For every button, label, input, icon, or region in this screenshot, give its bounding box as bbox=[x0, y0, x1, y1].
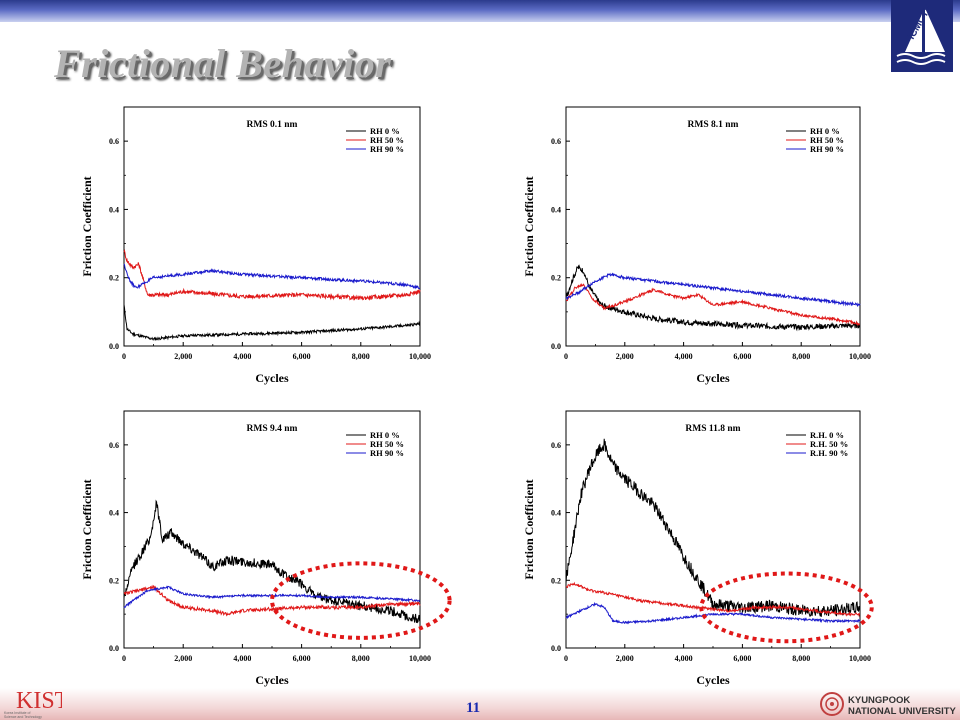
kist-logo-text: KIST bbox=[16, 688, 62, 714]
highlight-ellipse bbox=[699, 571, 874, 644]
knu-line-2: NATIONAL UNIVERSITY bbox=[848, 706, 956, 717]
chart-title: RMS 8.1 nm bbox=[688, 120, 739, 130]
legend-label: RH 90 % bbox=[370, 448, 404, 458]
y-tick-label: 0.2 bbox=[109, 576, 119, 585]
y-tick-label: 0.4 bbox=[551, 509, 561, 518]
x-tick-label: 2,000 bbox=[174, 654, 192, 663]
x-tick-label: 6,000 bbox=[733, 654, 751, 663]
x-axis-label: Cycles bbox=[696, 371, 730, 385]
y-tick-label: 0.4 bbox=[551, 205, 561, 214]
x-tick-label: 6,000 bbox=[733, 352, 751, 361]
x-tick-label: 10,000 bbox=[849, 352, 871, 361]
series-line-1 bbox=[565, 264, 861, 332]
chart-3: 0.0 0.2 0.4 0.6 0 2,000 4,000 6,000 8,000 10,000 C… bbox=[80, 410, 452, 687]
x-tick-label: 0 bbox=[122, 654, 126, 663]
x-tick-label: 10,000 bbox=[409, 654, 431, 663]
kist-sub-2: Science and Technology bbox=[4, 715, 42, 719]
legend-label: RH 90 % bbox=[370, 144, 404, 154]
legend-label: RH 50 % bbox=[370, 135, 404, 145]
y-tick-label: 0.0 bbox=[551, 644, 561, 653]
x-tick-label: 2,000 bbox=[616, 352, 634, 361]
x-axis-label: Cycles bbox=[255, 673, 289, 687]
legend-label: R.H. 0 % bbox=[810, 430, 844, 440]
chart-1: 0.0 0.2 0.4 0.6 0 2,000 4,000 6,000 8,000 10,000 C… bbox=[80, 106, 431, 385]
x-tick-label: 10,000 bbox=[409, 352, 431, 361]
series-line-3 bbox=[565, 272, 861, 307]
highlight-ellipse bbox=[270, 561, 452, 640]
x-tick-label: 4,000 bbox=[233, 654, 251, 663]
x-tick-label: 4,000 bbox=[233, 352, 251, 361]
legend-label: R.H. 50 % bbox=[810, 439, 848, 449]
series-line-2 bbox=[123, 584, 421, 617]
x-tick-label: 6,000 bbox=[293, 654, 311, 663]
legend-label: RH 0 % bbox=[370, 430, 400, 440]
chart-2: 0.0 0.2 0.4 0.6 0 2,000 4,000 6,000 8,000 10,000 C… bbox=[522, 106, 871, 385]
bottom-banner bbox=[0, 688, 960, 720]
chart-title: RMS 0.1 nm bbox=[247, 120, 298, 130]
legend-label: RH 50 % bbox=[810, 135, 844, 145]
x-tick-label: 2,000 bbox=[174, 352, 192, 361]
legend-label: RH 0 % bbox=[370, 126, 400, 136]
x-tick-label: 8,000 bbox=[792, 352, 810, 361]
x-tick-label: 8,000 bbox=[352, 352, 370, 361]
y-axis-label: Friction Coefficient bbox=[80, 176, 94, 276]
x-tick-label: 4,000 bbox=[675, 654, 693, 663]
y-tick-label: 0.0 bbox=[109, 644, 119, 653]
x-tick-label: 8,000 bbox=[352, 654, 370, 663]
x-tick-label: 2,000 bbox=[616, 654, 634, 663]
chart-title: RMS 11.8 nm bbox=[685, 424, 740, 434]
y-axis-label: Friction Coefficient bbox=[522, 479, 536, 579]
x-axis-label: Cycles bbox=[696, 673, 730, 687]
legend-label: RH 50 % bbox=[370, 439, 404, 449]
y-tick-label: 0.6 bbox=[109, 441, 119, 450]
legend-label: R.H. 90 % bbox=[810, 448, 848, 458]
knu-wordmark: KYUNGPOOK NATIONAL UNIVERSITY bbox=[848, 695, 956, 717]
series-line-3 bbox=[123, 263, 421, 290]
x-tick-label: 4,000 bbox=[675, 352, 693, 361]
y-tick-label: 0.0 bbox=[551, 342, 561, 351]
x-tick-label: 10,000 bbox=[849, 654, 871, 663]
y-axis-label: Friction Coefficient bbox=[522, 176, 536, 276]
kist-logo-icon: KIST Korea Institute of Science and Tech… bbox=[4, 688, 62, 719]
x-tick-label: 0 bbox=[122, 352, 126, 361]
chart-title: RMS 9.4 nm bbox=[247, 424, 298, 434]
y-tick-label: 0.2 bbox=[109, 274, 119, 283]
y-tick-label: 0.4 bbox=[109, 205, 119, 214]
y-tick-label: 0.0 bbox=[109, 342, 119, 351]
y-tick-label: 0.2 bbox=[551, 274, 561, 283]
series-line-1 bbox=[123, 499, 421, 624]
slide-title: Frictional Behavior bbox=[54, 41, 392, 86]
y-tick-label: 0.4 bbox=[109, 509, 119, 518]
knu-line-1: KYUNGPOOK bbox=[848, 695, 911, 706]
series-line-3 bbox=[565, 601, 861, 625]
series-line-2 bbox=[123, 249, 421, 301]
top-banner bbox=[0, 0, 960, 22]
legend-label: RH 90 % bbox=[810, 144, 844, 154]
series-line-1 bbox=[123, 304, 421, 341]
x-axis-label: Cycles bbox=[255, 371, 289, 385]
y-tick-label: 0.2 bbox=[551, 576, 561, 585]
knu-emblem-icon bbox=[820, 692, 844, 716]
y-tick-label: 0.6 bbox=[551, 137, 561, 146]
x-tick-label: 0 bbox=[564, 352, 568, 361]
icmctf-logo-icon: ICMCTF bbox=[891, 0, 953, 72]
series-line-2 bbox=[565, 581, 860, 618]
chart-4: 0.0 0.2 0.4 0.6 0 2,000 4,000 6,000 8,000 10,000 C… bbox=[522, 410, 874, 687]
y-axis-label: Friction Coefficient bbox=[80, 479, 94, 579]
x-tick-label: 6,000 bbox=[293, 352, 311, 361]
x-tick-label: 8,000 bbox=[792, 654, 810, 663]
legend-label: RH 0 % bbox=[810, 126, 840, 136]
x-tick-label: 0 bbox=[564, 654, 568, 663]
y-tick-label: 0.6 bbox=[109, 137, 119, 146]
kist-sub-1: Korea Institute of bbox=[4, 711, 30, 715]
page-number: 11 bbox=[466, 700, 481, 716]
series-line-2 bbox=[565, 283, 860, 327]
y-tick-label: 0.6 bbox=[551, 441, 561, 450]
